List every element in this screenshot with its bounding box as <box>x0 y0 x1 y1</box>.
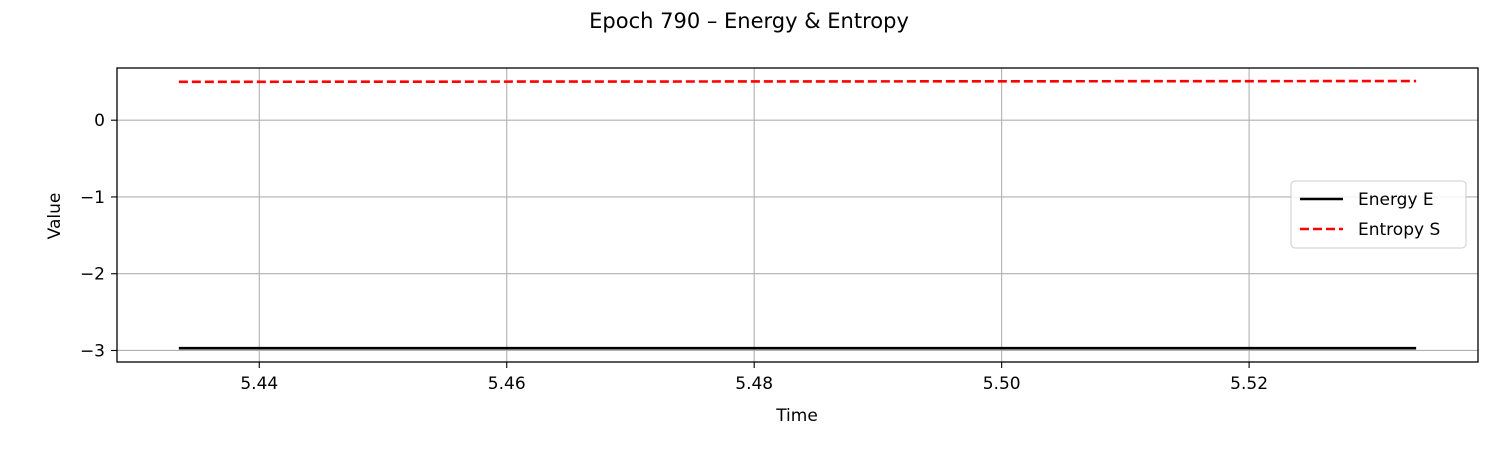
series-lines <box>178 79 1417 350</box>
legend-label: Entropy S <box>1358 220 1440 240</box>
y-axis-label: Value <box>45 193 65 240</box>
x-axis: 5.44 5.46 5.48 5.50 5.52 <box>240 362 1268 394</box>
chart-title: Epoch 790 – Energy & Entropy <box>589 9 909 33</box>
legend: Energy E Entropy S <box>1290 180 1467 249</box>
x-tick-label: 5.46 <box>488 374 526 394</box>
x-tick-label: 5.50 <box>983 374 1021 394</box>
y-tick-label: −3 <box>80 341 105 361</box>
x-axis-label: Time <box>775 406 818 426</box>
grid <box>117 68 1478 362</box>
series-line-entropy <box>178 79 1417 84</box>
x-tick-label: 5.48 <box>735 374 773 394</box>
y-tick-label: 0 <box>94 111 105 131</box>
legend-label: Energy E <box>1358 190 1434 210</box>
y-tick-label: −2 <box>80 265 105 285</box>
plot-frame <box>116 67 1479 363</box>
y-tick-label: −1 <box>80 188 105 208</box>
x-tick-label: 5.52 <box>1230 374 1268 394</box>
y-axis: 0 −1 −2 −3 <box>80 111 117 361</box>
x-tick-label: 5.44 <box>240 374 278 394</box>
